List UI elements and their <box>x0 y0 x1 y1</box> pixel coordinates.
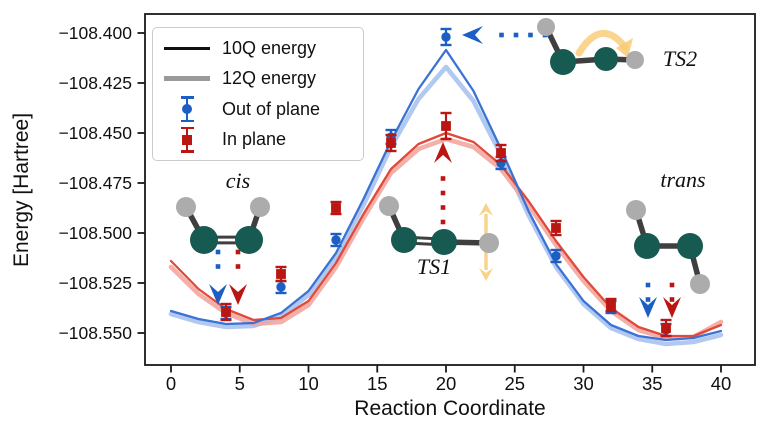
point-in-plane-x16 <box>385 133 397 153</box>
x-tick-label: 15 <box>367 373 388 394</box>
ts1-in-plane-arrow <box>434 142 452 225</box>
thin-line-swatch-icon <box>161 34 213 62</box>
y-tick-label: −108.425 <box>59 73 132 93</box>
hydrogen-atom <box>176 197 196 217</box>
y-tick-label: −108.450 <box>59 123 133 143</box>
x-tick-label: 40 <box>711 373 732 394</box>
y-tick-label: −108.525 <box>59 273 132 293</box>
nitrogen-atom <box>431 229 457 255</box>
point-out-of-plane-x28 <box>550 248 562 264</box>
x-tick-label: 10 <box>298 373 319 394</box>
y-tick-label: −108.550 <box>59 323 133 343</box>
thick-line-swatch-icon <box>161 65 213 93</box>
trans-in-plane-arrow <box>663 282 681 318</box>
nitrogen-atom <box>235 226 263 254</box>
x-axis-title: Reaction Coordinate <box>354 397 546 420</box>
hydrogen-atom <box>250 197 270 217</box>
errorbar-square-swatch-icon <box>161 126 213 154</box>
ts1-label: TS1 <box>416 254 452 279</box>
x-tick-label: 30 <box>573 373 594 394</box>
point-out-of-plane-x20 <box>440 27 452 47</box>
legend-label: 10Q energy <box>222 37 317 58</box>
trans-molecule <box>626 200 710 294</box>
cis-in-plane-arrow <box>229 249 247 305</box>
point-in-plane-x36 <box>660 318 672 338</box>
point-in-plane-x32 <box>605 297 617 313</box>
point-in-plane-x28 <box>550 219 562 237</box>
point-in-plane-x24 <box>495 143 507 163</box>
ts2-out-of-plane-arrow <box>462 26 548 44</box>
x-tick-label: 0 <box>166 373 176 394</box>
ts2-rotation-arrow <box>575 29 633 58</box>
x-tick-label: 25 <box>504 373 525 394</box>
hydrogen-atom <box>537 18 555 36</box>
point-in-plane-x4 <box>220 302 232 322</box>
nitrogen-atom <box>190 226 218 254</box>
legend-label: Out of plane <box>222 98 321 119</box>
x-tick-label: 35 <box>642 373 663 394</box>
legend-label: 12Q energy <box>222 68 317 89</box>
trans-label: trans <box>660 167 706 192</box>
ts2-molecule <box>537 18 644 75</box>
plot-frame <box>144 13 756 366</box>
y-tick-label: −108.475 <box>59 173 132 193</box>
ts1-molecule <box>379 196 499 255</box>
cis-label: cis <box>225 168 251 193</box>
nitrogen-atom <box>594 47 618 71</box>
cis-out-of-plane-arrow <box>209 249 227 305</box>
trans-out-of-plane-arrow <box>639 282 657 318</box>
nitrogen-atom <box>550 49 576 75</box>
x-tick-label: 5 <box>235 373 245 394</box>
legend-item-10q-energy: 10Q energy <box>161 34 355 62</box>
hydrogen-atom <box>626 51 644 69</box>
point-out-of-plane-x12 <box>330 232 342 248</box>
y-axis-title: Energy [Hartree] <box>10 112 33 268</box>
point-in-plane-x8 <box>275 265 287 283</box>
hydrogen-atom <box>379 196 399 216</box>
y-tick-label: −108.500 <box>59 223 133 243</box>
legend-item-in-plane: In plane <box>161 126 355 154</box>
legend-item-12q-energy: 12Q energy <box>161 65 355 93</box>
nitrogen-atom <box>634 233 660 259</box>
nitrogen-atom <box>391 227 417 253</box>
errorbar-circle-swatch-icon <box>161 95 213 123</box>
curve-10q-energy-out-of-plane <box>169 48 723 342</box>
hydrogen-atom <box>479 233 499 253</box>
legend-label: In plane <box>222 129 287 150</box>
legend-item-out-of-plane: Out of plane <box>161 95 355 123</box>
point-in-plane-x12 <box>330 200 342 216</box>
hydrogen-atom <box>626 200 646 220</box>
hydrogen-atom <box>690 274 710 294</box>
y-tick-label: −108.400 <box>59 23 133 43</box>
legend: 10Q energy 12Q energy Out of plane In pl… <box>152 27 364 161</box>
x-tick-label: 20 <box>436 373 457 394</box>
nitrogen-atom <box>677 233 703 259</box>
ts2-label: TS2 <box>662 46 698 71</box>
cis-molecule <box>176 197 270 254</box>
point-in-plane-x20 <box>440 111 452 141</box>
point-out-of-plane-x8 <box>275 279 287 295</box>
